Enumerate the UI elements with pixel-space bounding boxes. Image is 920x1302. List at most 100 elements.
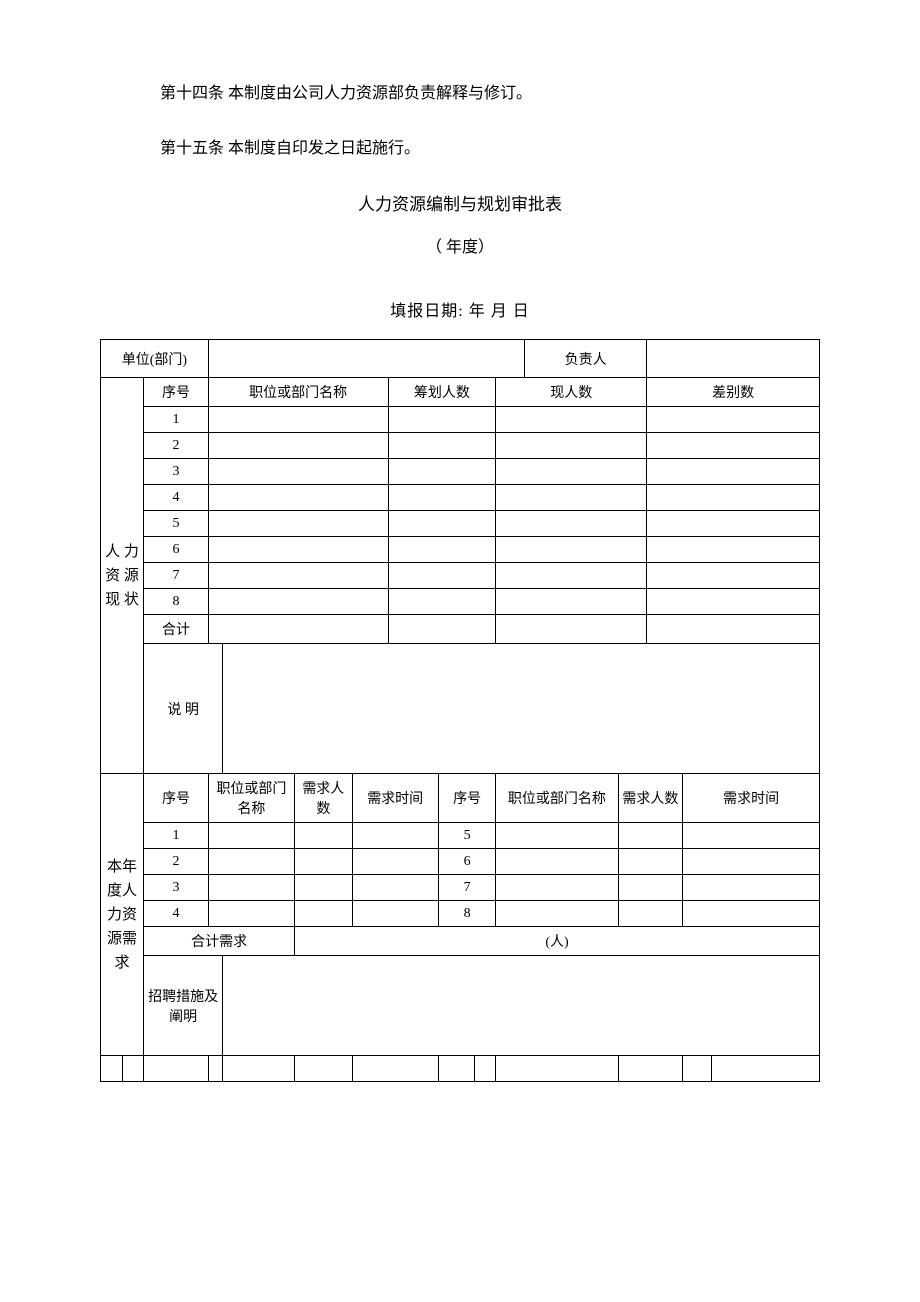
s2-col-seq-r: 序号 bbox=[438, 774, 496, 823]
s2-need-7[interactable] bbox=[618, 875, 683, 901]
article-14: 第十四条 本制度由公司人力资源部负责解释与修订。 bbox=[160, 80, 820, 107]
footer-cell bbox=[711, 1056, 819, 1082]
s2-total-need-value[interactable]: (人) bbox=[295, 927, 820, 956]
s1-name-6[interactable] bbox=[208, 537, 388, 563]
s1-total-name[interactable] bbox=[208, 615, 388, 644]
s2-need-5[interactable] bbox=[618, 823, 683, 849]
s2-time-6[interactable] bbox=[683, 849, 820, 875]
unit-dept-value[interactable] bbox=[208, 340, 524, 378]
s2-col-time-r: 需求时间 bbox=[683, 774, 820, 823]
s2-time-1[interactable] bbox=[352, 823, 438, 849]
s1-name-5[interactable] bbox=[208, 511, 388, 537]
footer-cell bbox=[496, 1056, 618, 1082]
s1-note-value[interactable] bbox=[223, 644, 820, 774]
s2-name-7[interactable] bbox=[496, 875, 618, 901]
s1-name-1[interactable] bbox=[208, 407, 388, 433]
s1-plan-3[interactable] bbox=[388, 459, 496, 485]
s2-name-6[interactable] bbox=[496, 849, 618, 875]
s1-name-4[interactable] bbox=[208, 485, 388, 511]
s2-time-2[interactable] bbox=[352, 849, 438, 875]
s2-name-3[interactable] bbox=[208, 875, 294, 901]
s1-plan-5[interactable] bbox=[388, 511, 496, 537]
footer-cell bbox=[474, 1056, 496, 1082]
footer-cell bbox=[208, 1056, 222, 1082]
s1-seq-8: 8 bbox=[144, 589, 209, 615]
footer-cell bbox=[122, 1056, 144, 1082]
s1-curr-2[interactable] bbox=[496, 433, 647, 459]
s1-plan-1[interactable] bbox=[388, 407, 496, 433]
s2-time-7[interactable] bbox=[683, 875, 820, 901]
s1-diff-3[interactable] bbox=[647, 459, 820, 485]
s1-diff-4[interactable] bbox=[647, 485, 820, 511]
s2-seq-3: 3 bbox=[144, 875, 209, 901]
s1-diff-2[interactable] bbox=[647, 433, 820, 459]
year-label: （ 年度） bbox=[100, 233, 820, 257]
s2-name-1[interactable] bbox=[208, 823, 294, 849]
s1-diff-7[interactable] bbox=[647, 563, 820, 589]
s1-curr-5[interactable] bbox=[496, 511, 647, 537]
s1-diff-5[interactable] bbox=[647, 511, 820, 537]
s1-note-label: 说 明 bbox=[144, 644, 223, 774]
s1-col-diff: 差别数 bbox=[647, 378, 820, 407]
s1-name-2[interactable] bbox=[208, 433, 388, 459]
section2-vlabel: 本年度人力资源需求 bbox=[101, 774, 144, 1056]
s2-time-3[interactable] bbox=[352, 875, 438, 901]
s2-time-8[interactable] bbox=[683, 901, 820, 927]
s1-name-8[interactable] bbox=[208, 589, 388, 615]
s2-need-1[interactable] bbox=[295, 823, 353, 849]
s2-seq-6: 6 bbox=[438, 849, 496, 875]
footer-cell bbox=[144, 1056, 209, 1082]
s2-seq-5: 5 bbox=[438, 823, 496, 849]
s1-curr-3[interactable] bbox=[496, 459, 647, 485]
s2-need-4[interactable] bbox=[295, 901, 353, 927]
s2-need-8[interactable] bbox=[618, 901, 683, 927]
s2-name-4[interactable] bbox=[208, 901, 294, 927]
s2-name-5[interactable] bbox=[496, 823, 618, 849]
s1-diff-8[interactable] bbox=[647, 589, 820, 615]
s1-plan-6[interactable] bbox=[388, 537, 496, 563]
s1-total-curr[interactable] bbox=[496, 615, 647, 644]
form-title: 人力资源编制与规划审批表 bbox=[100, 190, 820, 215]
s1-name-3[interactable] bbox=[208, 459, 388, 485]
s1-plan-4[interactable] bbox=[388, 485, 496, 511]
s2-seq-7: 7 bbox=[438, 875, 496, 901]
s1-curr-1[interactable] bbox=[496, 407, 647, 433]
s2-name-2[interactable] bbox=[208, 849, 294, 875]
s2-seq-1: 1 bbox=[144, 823, 209, 849]
s2-col-name-r: 职位或部门名称 bbox=[496, 774, 618, 823]
s2-time-5[interactable] bbox=[683, 823, 820, 849]
s2-need-2[interactable] bbox=[295, 849, 353, 875]
footer-cell bbox=[223, 1056, 295, 1082]
s1-name-7[interactable] bbox=[208, 563, 388, 589]
s1-total-diff[interactable] bbox=[647, 615, 820, 644]
s1-curr-6[interactable] bbox=[496, 537, 647, 563]
s1-col-plan: 筹划人数 bbox=[388, 378, 496, 407]
footer-cell bbox=[618, 1056, 683, 1082]
s2-seq-8: 8 bbox=[438, 901, 496, 927]
s1-diff-6[interactable] bbox=[647, 537, 820, 563]
s1-curr-7[interactable] bbox=[496, 563, 647, 589]
unit-dept-label: 单位(部门) bbox=[101, 340, 209, 378]
s2-name-8[interactable] bbox=[496, 901, 618, 927]
s1-plan-8[interactable] bbox=[388, 589, 496, 615]
s2-time-4[interactable] bbox=[352, 901, 438, 927]
s1-col-current: 现人数 bbox=[496, 378, 647, 407]
s1-seq-1: 1 bbox=[144, 407, 209, 433]
s2-need-3[interactable] bbox=[295, 875, 353, 901]
s1-plan-2[interactable] bbox=[388, 433, 496, 459]
footer-cell bbox=[352, 1056, 438, 1082]
s1-diff-1[interactable] bbox=[647, 407, 820, 433]
leader-value[interactable] bbox=[647, 340, 820, 378]
s1-curr-8[interactable] bbox=[496, 589, 647, 615]
s2-recruit-value[interactable] bbox=[223, 956, 820, 1056]
s1-plan-7[interactable] bbox=[388, 563, 496, 589]
s1-col-name: 职位或部门名称 bbox=[208, 378, 388, 407]
s1-curr-4[interactable] bbox=[496, 485, 647, 511]
article-15: 第十五条 本制度自印发之日起施行。 bbox=[160, 135, 820, 162]
s2-seq-2: 2 bbox=[144, 849, 209, 875]
s2-col-need-r: 需求人数 bbox=[618, 774, 683, 823]
report-date: 填报日期: 年 月 日 bbox=[100, 297, 820, 321]
s1-total-plan[interactable] bbox=[388, 615, 496, 644]
section1-vlabel: 人 力资 源现 状 bbox=[101, 378, 144, 774]
s2-need-6[interactable] bbox=[618, 849, 683, 875]
